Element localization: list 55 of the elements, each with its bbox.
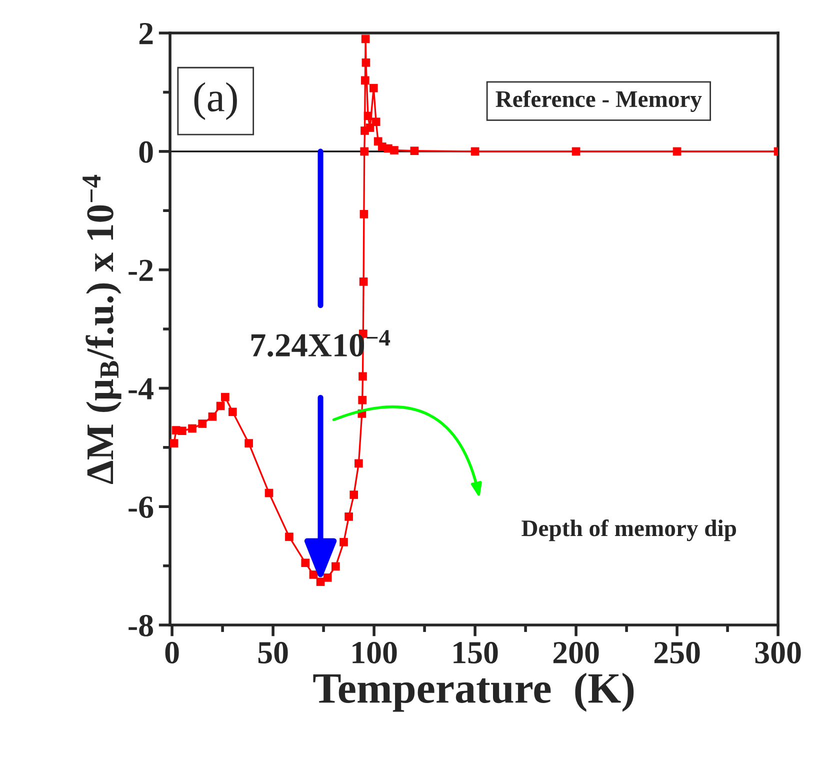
point <box>359 277 368 286</box>
point <box>366 124 374 132</box>
point <box>360 210 368 218</box>
point <box>362 58 370 67</box>
point <box>358 396 366 404</box>
x-tick-label: 200 <box>553 642 599 664</box>
annotation: Depth of memory dip <box>522 519 736 542</box>
y-tick-label: -4 <box>128 378 154 400</box>
y-tick-label: 0 <box>139 141 153 163</box>
point <box>188 424 196 433</box>
annotation: (a) <box>194 82 237 120</box>
y-tick-label: -6 <box>128 496 154 518</box>
x-tick-label: 0 <box>165 642 179 664</box>
point <box>358 372 367 381</box>
y-tick-label: -2 <box>128 260 153 281</box>
annotation: Reference - Memory <box>496 90 702 112</box>
point <box>323 573 332 582</box>
x-tick-label: 300 <box>755 642 801 664</box>
x-tick-label: 100 <box>352 642 397 664</box>
point <box>244 439 253 448</box>
y-axis-title: ΔM (μ$_{B}$/f.u.) x 10$^{−4}$ <box>82 174 122 484</box>
y-tick-label: -8 <box>128 614 153 636</box>
point <box>216 402 225 410</box>
point <box>170 439 178 448</box>
point <box>178 426 186 436</box>
point <box>208 412 217 421</box>
point <box>364 112 372 120</box>
point <box>285 532 294 541</box>
point <box>301 558 310 568</box>
point <box>372 118 380 126</box>
point <box>340 538 348 546</box>
point <box>410 146 419 155</box>
x-axis-title: Temperature (K) <box>313 672 634 712</box>
point <box>309 570 318 579</box>
point <box>264 488 274 498</box>
point <box>344 512 353 521</box>
point <box>470 147 480 156</box>
point <box>198 420 207 428</box>
point <box>332 562 340 571</box>
point <box>360 147 369 156</box>
point <box>350 490 358 499</box>
point <box>572 147 580 156</box>
y-tick-label: 2 <box>139 22 153 44</box>
point <box>369 84 378 92</box>
point <box>228 408 237 416</box>
x-tick-label: 50 <box>258 642 288 664</box>
point <box>672 147 682 156</box>
x-tick-label: 250 <box>654 642 700 664</box>
point <box>360 76 370 85</box>
point <box>221 392 230 402</box>
x-tick-label: 150 <box>454 642 498 664</box>
point <box>316 578 325 586</box>
point <box>361 34 370 44</box>
point <box>354 459 363 468</box>
point <box>390 146 398 154</box>
